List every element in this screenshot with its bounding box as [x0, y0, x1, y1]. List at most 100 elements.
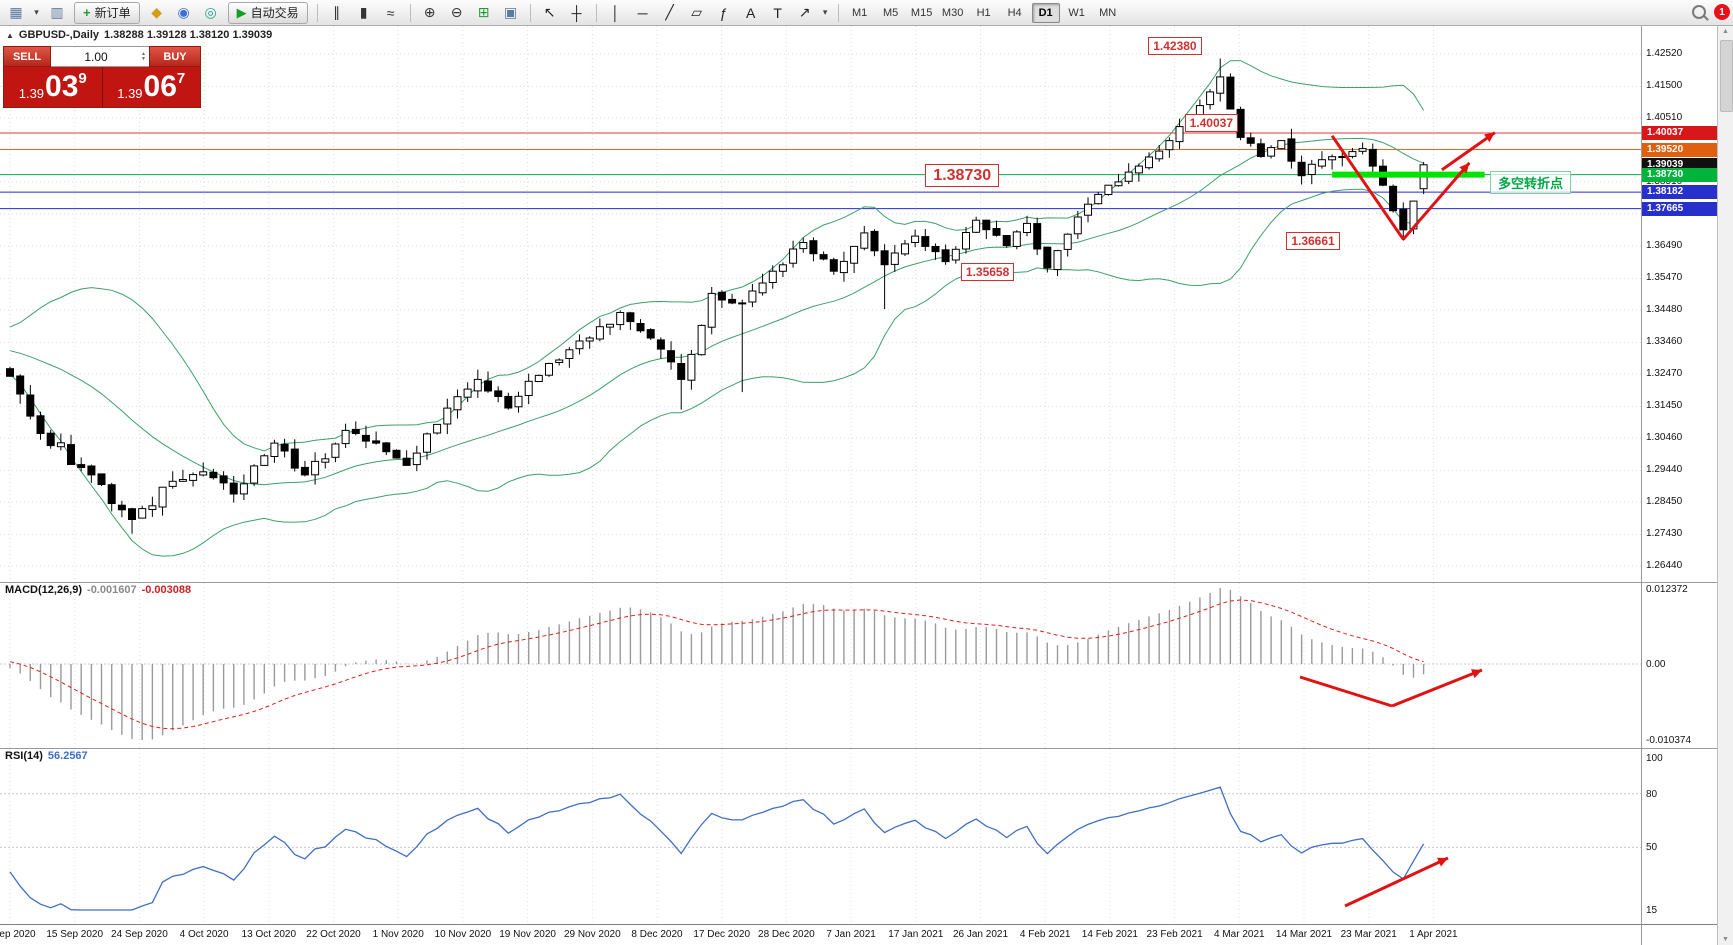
zoom-out-icon[interactable]: ⊖ — [444, 1, 470, 25]
arrows-icon[interactable]: ↗ — [792, 1, 818, 25]
line-chart-icon[interactable]: ≈ — [378, 1, 404, 25]
price-annotation: 1.40037 — [1185, 114, 1238, 132]
time-axis-label: 23 Mar 2021 — [1341, 929, 1397, 940]
sell-price-button[interactable]: 1.39 03 9 — [4, 67, 103, 107]
macd-value-signal: -0.003088 — [142, 584, 192, 596]
equidistant-channel-icon[interactable]: ▱ — [684, 1, 710, 25]
price-tag: 1.38182 — [1642, 185, 1717, 199]
rsi-value: 56.2567 — [48, 750, 88, 762]
macd-panel[interactable]: MACD(12,26,9)-0.001607-0.003088 — [0, 582, 1641, 748]
time-axis-label: 4 Oct 2020 — [180, 929, 229, 940]
sell-button[interactable]: SELL — [3, 46, 51, 67]
price-axis-label: 1.34480 — [1646, 304, 1682, 316]
timeframe-m1[interactable]: M1 — [846, 3, 874, 23]
candlestick-chart-icon[interactable]: ▮ — [351, 1, 377, 25]
price-axis-label: 1.36490 — [1646, 240, 1682, 252]
time-axis-label: 7 Jan 2021 — [826, 929, 876, 940]
price-axis-label: 1.26440 — [1646, 560, 1682, 572]
scroll-up-icon[interactable]: ▲ — [1718, 28, 1733, 35]
vertical-line-icon[interactable]: │ — [603, 1, 629, 25]
bar-chart-icon[interactable]: ∥ — [324, 1, 350, 25]
time-axis-label: 1 Apr 2021 — [1409, 929, 1457, 940]
vertical-scrollbar[interactable]: ▲ ▼ — [1717, 26, 1733, 945]
axis-corner — [1641, 924, 1717, 945]
zoom-in-icon[interactable]: ⊕ — [417, 1, 443, 25]
main-chart-panel[interactable]: ▲ GBPUSD-,Daily 1.38288 1.39128 1.38120 … — [0, 26, 1641, 582]
tile-windows-icon[interactable]: ⊞ — [471, 1, 497, 25]
volume-spinner[interactable]: ▲ ▼ — [141, 52, 149, 62]
price-axis-label: 1.42520 — [1646, 48, 1682, 60]
trendline-icon[interactable]: ╱ — [657, 1, 683, 25]
price-axis-label: 1.30460 — [1646, 432, 1682, 444]
spinner-down-icon[interactable]: ▼ — [141, 57, 146, 62]
buy-price-pip: 7 — [177, 67, 185, 87]
profiles-icon[interactable]: ▥ — [44, 1, 70, 25]
timeframe-mn[interactable]: MN — [1094, 3, 1122, 23]
rsi-axis: 100805015 — [1641, 748, 1717, 924]
time-axis-label: 26 Jan 2021 — [953, 929, 1008, 940]
price-annotation: 1.38730 — [925, 164, 999, 187]
price-axis-label: 1.29440 — [1646, 464, 1682, 476]
toolbar-separator — [596, 4, 597, 22]
macd-value-main: -0.001607 — [87, 584, 137, 596]
text-icon[interactable]: A — [738, 1, 764, 25]
text-label-icon[interactable]: T — [765, 1, 791, 25]
volume-input[interactable]: 1.00 ▲▼ — [51, 46, 149, 67]
cursor-icon[interactable]: ↖ — [537, 1, 563, 25]
new-chart-icon[interactable]: ▦ — [3, 1, 29, 25]
toolbar: ▦▾▥+新订单◆◉◎▶自动交易∥▮≈⊕⊖⊞▣↖┼│─╱▱ƒAT↗▾M1M5M15… — [0, 0, 1733, 26]
navigator-icon[interactable]: ◎ — [198, 1, 224, 25]
symbol-name: GBPUSD-,Daily — [19, 29, 99, 41]
price-tag: 1.39520 — [1642, 143, 1717, 157]
crosshair-icon[interactable]: ┼ — [564, 1, 590, 25]
rsi-canvas[interactable] — [0, 748, 1641, 924]
time-axis-label: 14 Mar 2021 — [1276, 929, 1332, 940]
buy-price-prefix: 1.39 — [117, 86, 142, 107]
time-axis-label: 29 Nov 2020 — [564, 929, 621, 940]
horizontal-line-icon[interactable]: ─ — [630, 1, 656, 25]
auto-arrange-icon[interactable]: ▣ — [498, 1, 524, 25]
time-axis-label: 10 Nov 2020 — [435, 929, 492, 940]
price-axis-label: 1.40510 — [1646, 112, 1682, 124]
main-chart-canvas[interactable] — [0, 26, 1641, 582]
price-axis-label: 1.27430 — [1646, 528, 1682, 540]
timeframe-m5[interactable]: M5 — [877, 3, 905, 23]
sell-price-big: 03 — [45, 68, 78, 106]
timeframe-h1[interactable]: H1 — [970, 3, 998, 23]
toolbar-items: ▦▾▥+新订单◆◉◎▶自动交易∥▮≈⊕⊖⊞▣↖┼│─╱▱ƒAT↗▾M1M5M15… — [0, 1, 1733, 25]
scroll-down-icon[interactable]: ▼ — [1718, 936, 1733, 943]
market-watch-icon[interactable]: ◉ — [171, 1, 197, 25]
macd-axis-label: -0.010374 — [1646, 735, 1691, 747]
timeframe-h4[interactable]: H4 — [1001, 3, 1029, 23]
oneclick-collapse-icon[interactable]: ▲ — [6, 31, 14, 40]
turning-point-label: 多空转折点 — [1490, 171, 1571, 194]
notification-badge[interactable]: 1 — [1714, 4, 1730, 20]
price-annotation: 1.36661 — [1286, 232, 1339, 250]
rsi-axis-label: 15 — [1646, 905, 1657, 917]
macd-canvas[interactable] — [0, 582, 1641, 748]
macd-axis-label: 0.00 — [1646, 659, 1665, 671]
price-axis-label: 1.31450 — [1646, 400, 1682, 412]
timeframe-m15[interactable]: M15 — [908, 3, 936, 23]
new-order-button[interactable]: +新订单 — [74, 2, 140, 24]
buy-price-button[interactable]: 1.39 06 7 — [103, 67, 201, 107]
arrows-dropdown[interactable]: ▾ — [819, 1, 832, 25]
data-window-icon[interactable]: ◆ — [144, 1, 170, 25]
macd-axis-label: 0.012372 — [1646, 584, 1688, 596]
buy-button[interactable]: BUY — [149, 46, 201, 67]
autotrade-button[interactable]: ▶自动交易 — [228, 2, 308, 24]
time-axis-label: 28 Dec 2020 — [758, 929, 815, 940]
timeframe-m30[interactable]: M30 — [939, 3, 967, 23]
rsi-panel[interactable]: RSI(14)56.2567 — [0, 748, 1641, 924]
new-order-button-icon: + — [83, 5, 91, 20]
search-icon[interactable] — [1692, 5, 1706, 19]
rsi-axis-label: 80 — [1646, 789, 1657, 801]
toolbar-right: 1 — [1692, 4, 1730, 20]
toolbar-separator — [838, 4, 839, 22]
price-axis-label: 1.28450 — [1646, 496, 1682, 508]
timeframe-d1[interactable]: D1 — [1032, 3, 1060, 23]
new-chart-dropdown[interactable]: ▾ — [30, 1, 43, 25]
scrollbar-thumb[interactable] — [1720, 40, 1733, 112]
fibonacci-icon[interactable]: ƒ — [711, 1, 737, 25]
timeframe-w1[interactable]: W1 — [1063, 3, 1091, 23]
